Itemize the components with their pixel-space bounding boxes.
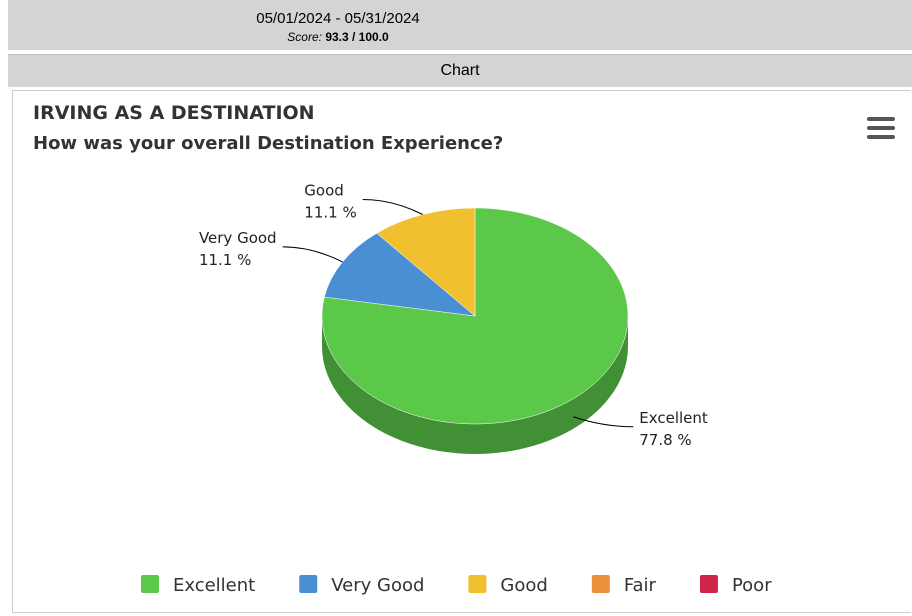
chart: IRVING AS A DESTINATION How was your ove…	[33, 102, 895, 596]
pie-side	[322, 316, 628, 454]
legend-swatch	[468, 575, 487, 593]
menu-bar	[867, 117, 895, 121]
report-header: 05/01/2024 - 05/31/2024 Score: 93.3 / 10…	[8, 0, 912, 50]
slice-label: Good	[304, 182, 344, 200]
chart-title: IRVING AS A DESTINATION	[33, 102, 315, 124]
legend-label: Very Good	[331, 575, 424, 596]
slice-label: Very Good	[199, 229, 277, 247]
chart-tab[interactable]: Chart	[440, 62, 480, 79]
legend: Excellent Very Good Good Fair Poor	[141, 575, 772, 596]
menu-button[interactable]	[867, 117, 895, 139]
slice-value-label: 77.8 %	[639, 431, 691, 449]
menu-bar	[867, 126, 895, 130]
tab-bar: Chart	[8, 54, 912, 87]
legend-swatch	[591, 575, 610, 593]
slice-label: Excellent	[639, 409, 708, 427]
chart-panel: IRVING AS A DESTINATION How was your ove…	[12, 90, 911, 613]
legend-label: Poor	[732, 575, 772, 596]
legend-label: Good	[500, 575, 547, 596]
legend-swatch	[699, 575, 718, 593]
pie-slice	[324, 232, 476, 317]
legend-swatch	[299, 575, 318, 593]
chart-subtitle: How was your overall Destination Experie…	[33, 133, 503, 154]
score-label: Score:	[287, 30, 322, 44]
legend-swatch	[141, 575, 159, 593]
slice-value-label: 11.1 %	[199, 251, 251, 269]
date-range: 05/01/2024 - 05/31/2024	[256, 10, 420, 27]
legend-label: Excellent	[173, 575, 255, 596]
leader-line	[362, 199, 423, 215]
legend-label: Fair	[624, 575, 657, 596]
menu-bar	[867, 135, 895, 139]
pie-slice	[376, 207, 476, 317]
slice-value-label: 11.1 %	[304, 204, 356, 222]
leader-line	[282, 246, 343, 263]
score-value: 93.3 / 100.0	[325, 30, 389, 44]
score: Score: 93.3 / 100.0	[8, 30, 668, 44]
leader-line	[573, 416, 634, 428]
